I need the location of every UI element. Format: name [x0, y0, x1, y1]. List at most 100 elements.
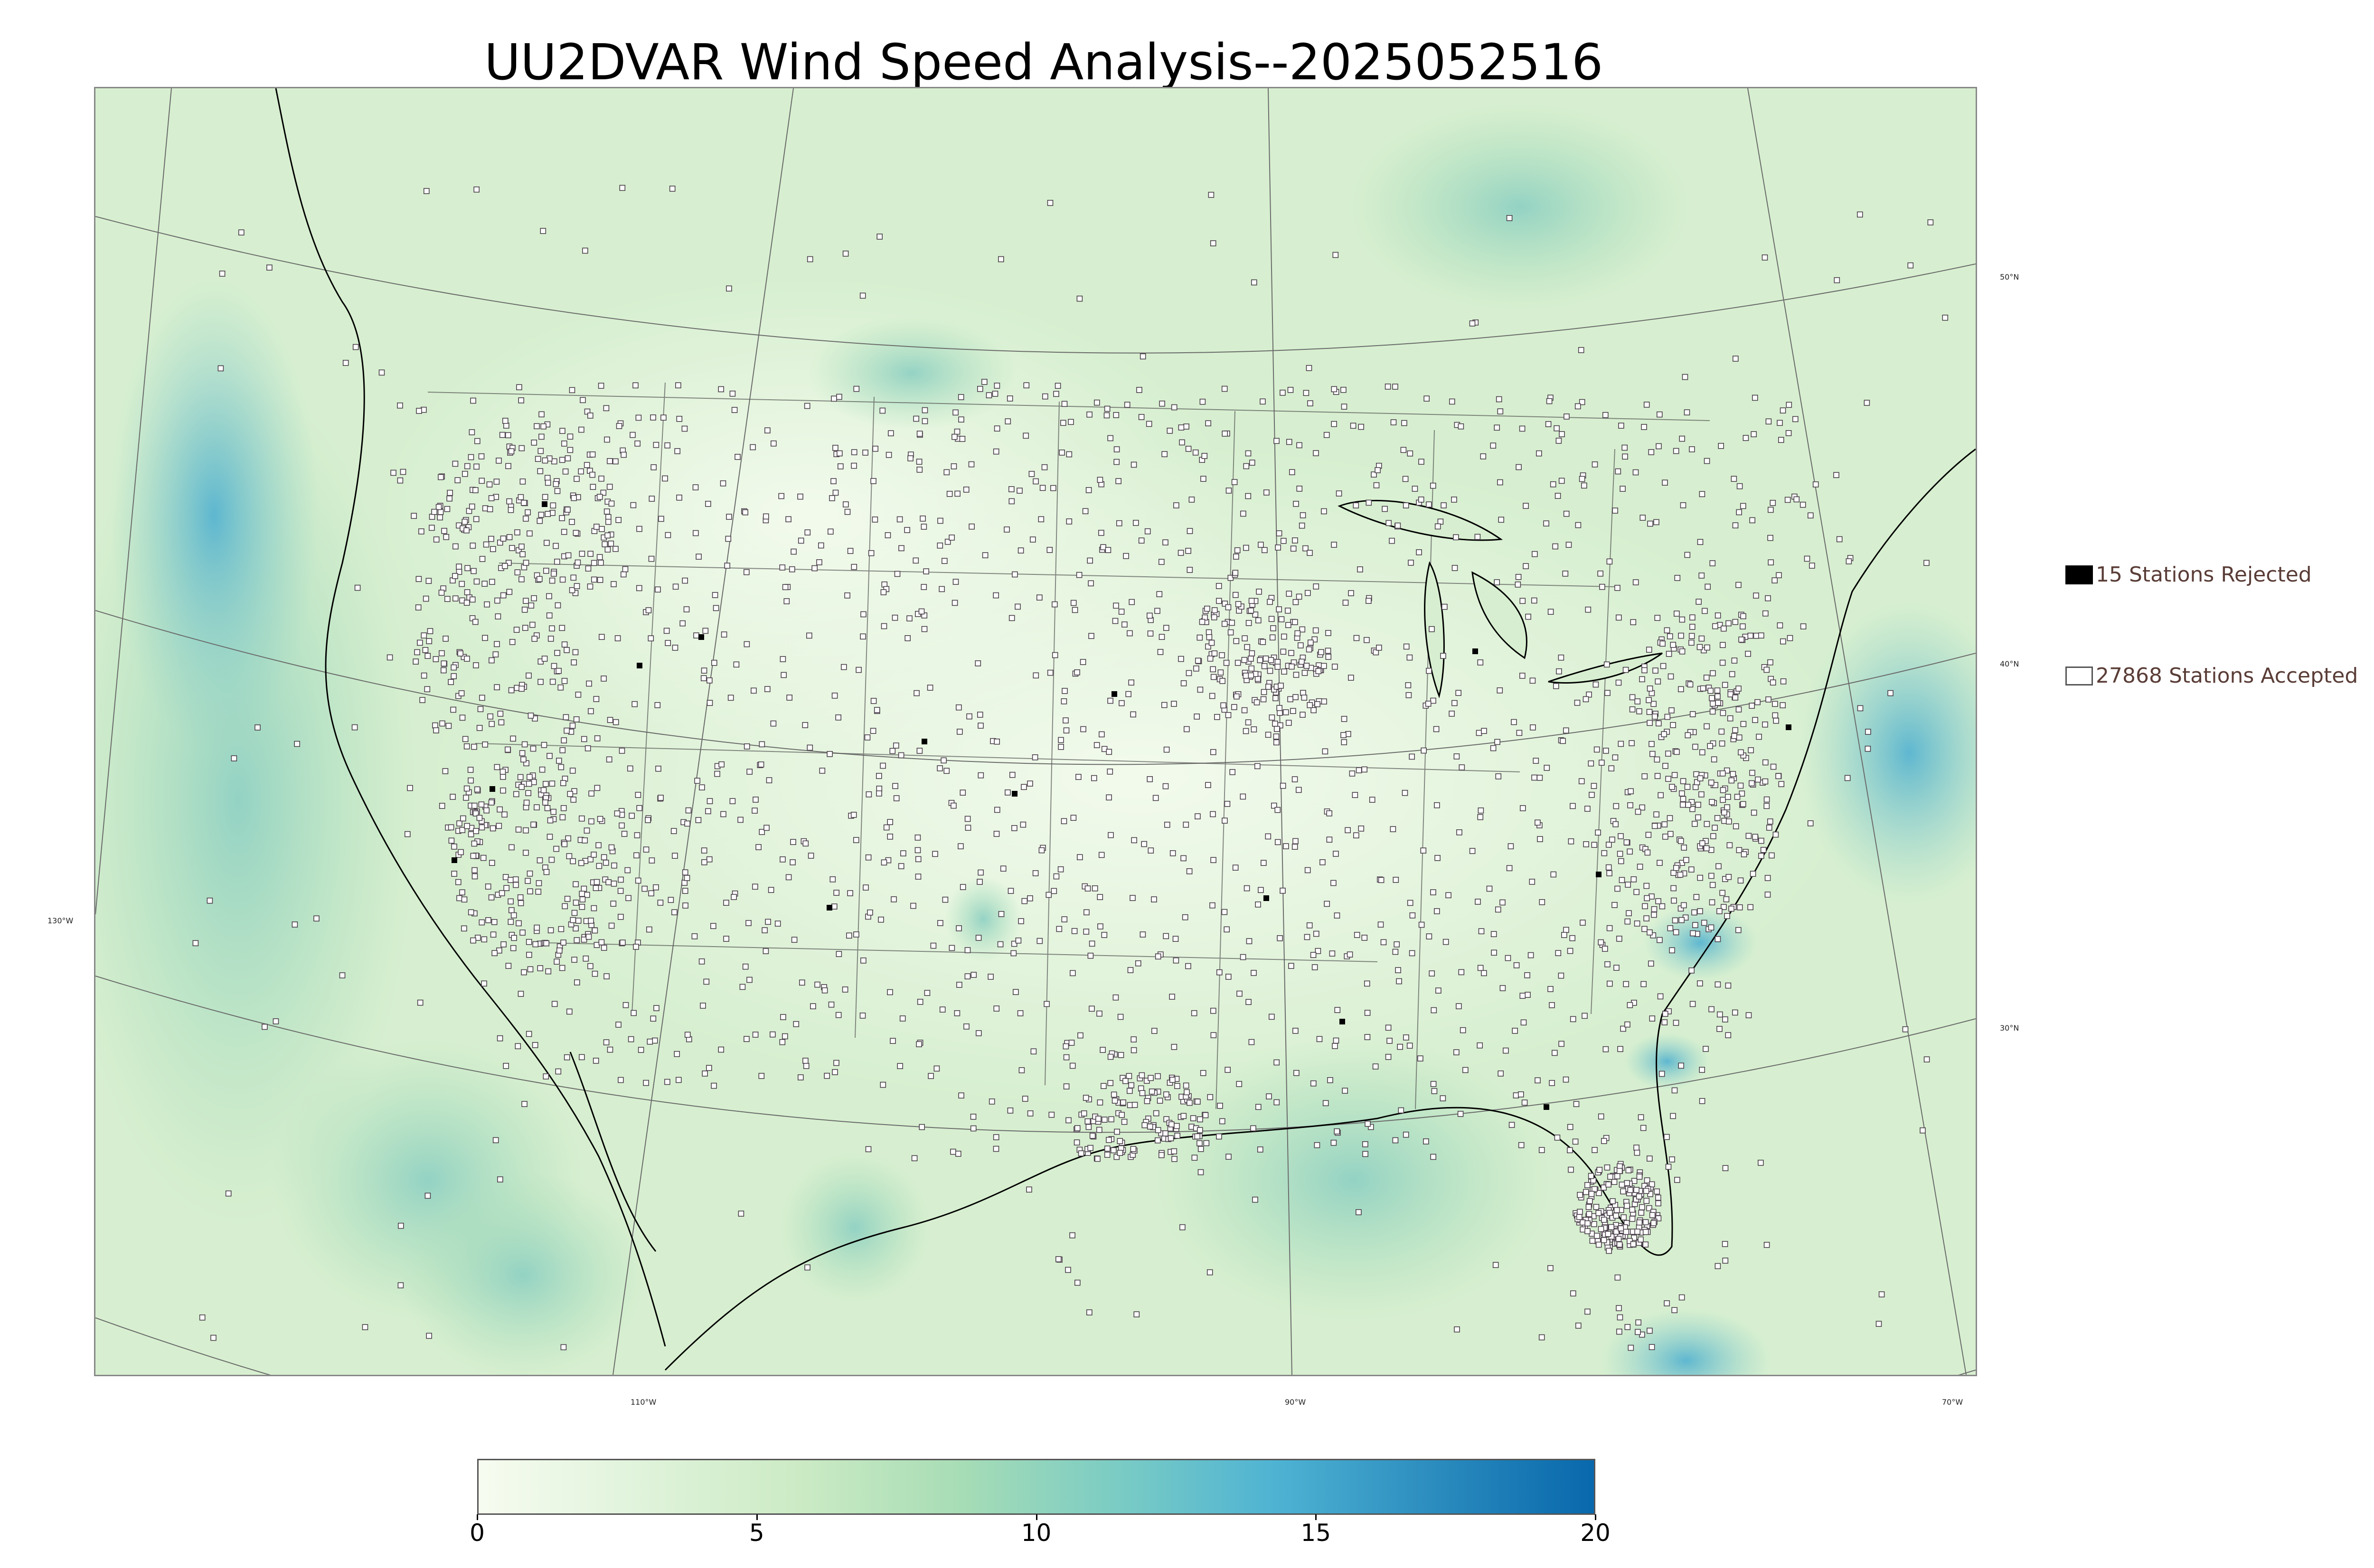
station-accepted-marker — [1325, 630, 1331, 636]
station-accepted-marker — [1736, 904, 1743, 911]
station-accepted-marker — [438, 474, 444, 480]
station-accepted-marker — [675, 382, 681, 389]
station-accepted-marker — [1172, 936, 1179, 942]
station-accepted-marker — [918, 608, 925, 615]
station-accepted-marker — [1735, 927, 1742, 933]
station-accepted-marker — [1719, 740, 1725, 747]
station-accepted-marker — [1513, 1092, 1519, 1099]
station-accepted-marker — [1588, 760, 1594, 767]
station-accepted-marker — [1651, 906, 1658, 912]
station-accepted-marker — [1833, 472, 1839, 479]
station-accepted-marker — [1326, 836, 1333, 843]
station-accepted-marker — [1097, 923, 1103, 930]
station-accepted-marker — [1281, 668, 1287, 675]
station-accepted-marker — [819, 768, 826, 774]
station-accepted-marker — [725, 535, 732, 542]
station-accepted-marker — [1030, 536, 1036, 543]
station-accepted-marker — [1086, 411, 1093, 418]
station-accepted-marker — [1770, 679, 1776, 685]
station-accepted-marker — [1101, 1083, 1107, 1089]
station-accepted-marker — [785, 874, 792, 881]
station-accepted-marker — [658, 516, 664, 522]
station-accepted-marker — [569, 387, 575, 394]
station-accepted-marker — [1477, 814, 1484, 820]
station-accepted-marker — [1371, 471, 1377, 478]
station-accepted-marker — [441, 660, 447, 667]
station-accepted-marker — [633, 852, 640, 859]
station-accepted-marker — [1598, 1113, 1604, 1120]
station-accepted-marker — [1249, 650, 1255, 657]
station-accepted-marker — [1544, 765, 1550, 771]
station-accepted-marker — [1353, 502, 1359, 508]
station-accepted-marker — [1633, 1145, 1639, 1151]
station-accepted-marker — [1412, 486, 1418, 492]
station-accepted-marker — [1697, 980, 1703, 986]
station-accepted-marker — [527, 774, 533, 780]
station-accepted-marker — [1385, 520, 1392, 526]
station-accepted-marker — [635, 877, 641, 884]
station-accepted-marker — [1687, 681, 1694, 688]
station-accepted-marker — [1735, 685, 1742, 692]
station-accepted-marker — [1303, 663, 1310, 669]
station-accepted-marker — [555, 1068, 562, 1075]
station-accepted-marker — [535, 889, 542, 895]
station-accepted-marker — [1047, 669, 1054, 676]
station-accepted-marker — [210, 1334, 217, 1341]
station-accepted-marker — [1680, 778, 1686, 784]
station-accepted-marker — [1060, 420, 1066, 426]
station-accepted-marker — [1767, 818, 1773, 825]
station-accepted-marker — [565, 835, 572, 842]
colorbar-tick-mark — [1315, 1514, 1317, 1520]
station-accepted-marker — [474, 438, 480, 444]
station-accepted-marker — [1524, 972, 1530, 978]
station-accepted-marker — [879, 407, 886, 414]
station-accepted-marker — [1385, 383, 1391, 390]
station-accepted-marker — [1477, 1042, 1483, 1049]
station-accepted-marker — [1431, 1088, 1438, 1094]
wind-speed-map[interactable] — [94, 87, 1977, 1376]
station-accepted-marker — [1100, 1047, 1106, 1053]
station-accepted-marker — [885, 532, 891, 538]
station-accepted-marker — [1728, 905, 1734, 912]
station-accepted-marker — [586, 680, 592, 687]
station-accepted-marker — [1293, 500, 1299, 507]
station-accepted-marker — [939, 586, 945, 592]
station-accepted-marker — [1523, 503, 1529, 509]
station-accepted-marker — [1084, 1118, 1091, 1125]
station-accepted-marker — [426, 638, 433, 644]
station-accepted-marker — [521, 969, 527, 976]
station-accepted-marker — [501, 811, 508, 818]
station-accepted-marker — [1086, 1309, 1093, 1315]
station-accepted-marker — [1023, 432, 1029, 439]
station-accepted-marker — [1754, 699, 1761, 705]
station-accepted-marker — [1709, 899, 1715, 906]
station-accepted-marker — [828, 528, 834, 535]
station-accepted-marker — [1670, 885, 1677, 892]
station-accepted-marker — [738, 1211, 744, 1217]
station-accepted-marker — [1195, 813, 1201, 819]
station-accepted-marker — [759, 741, 765, 748]
station-accepted-marker — [1171, 701, 1177, 707]
station-accepted-marker — [1321, 698, 1327, 704]
station-accepted-marker — [1635, 1319, 1641, 1326]
station-accepted-marker — [1000, 865, 1007, 872]
station-accepted-marker — [1725, 620, 1732, 627]
station-accepted-marker — [573, 716, 580, 723]
station-accepted-marker — [1499, 899, 1506, 906]
station-rejected-marker — [698, 634, 704, 640]
station-accepted-marker — [933, 1065, 940, 1072]
station-accepted-marker — [574, 979, 580, 986]
station-accepted-marker — [1155, 1137, 1161, 1144]
station-accepted-marker — [1342, 1088, 1348, 1094]
station-accepted-marker — [573, 900, 579, 906]
station-accepted-marker — [1117, 1138, 1123, 1144]
station-accepted-marker — [1727, 691, 1734, 697]
station-accepted-marker — [502, 418, 509, 424]
station-accepted-marker — [1232, 864, 1239, 871]
station-accepted-marker — [1418, 496, 1424, 503]
station-accepted-marker — [904, 635, 911, 641]
station-accepted-marker — [621, 831, 628, 837]
station-accepted-marker — [1068, 1040, 1075, 1046]
station-accepted-marker — [1689, 614, 1696, 620]
station-accepted-marker — [1406, 654, 1413, 661]
